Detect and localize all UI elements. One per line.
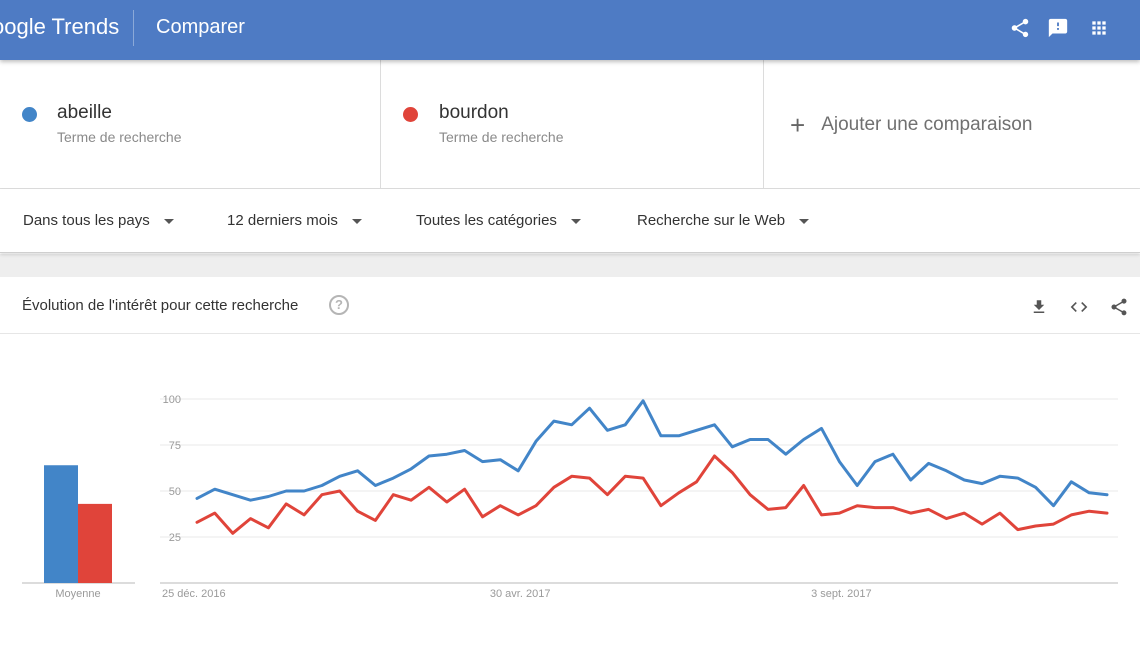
filter-label: Toutes les catégories xyxy=(416,212,557,229)
download-icon[interactable] xyxy=(1028,296,1050,318)
dropdown-arrow-icon xyxy=(570,219,581,224)
term-type: Terme de recherche xyxy=(57,129,182,145)
y-tick-label: 50 xyxy=(169,486,181,498)
help-icon[interactable]: ? xyxy=(329,295,349,315)
filter-time-dropdown[interactable]: 12 derniers mois xyxy=(227,212,362,229)
top-app-bar: oogle Trends Comparer xyxy=(0,0,1140,60)
x-tick-label: 25 déc. 2016 xyxy=(162,588,226,600)
series-color-dot xyxy=(22,107,37,122)
filter-region-dropdown[interactable]: Dans tous les pays xyxy=(23,212,174,229)
plus-icon: + xyxy=(790,110,806,140)
series-line-bourdon xyxy=(195,454,1109,535)
share-icon[interactable] xyxy=(1108,296,1130,318)
x-tick-label: 30 avr. 2017 xyxy=(490,588,551,600)
term-name[interactable]: abeille xyxy=(57,102,112,123)
share-icon[interactable] xyxy=(1007,15,1033,41)
header-divider xyxy=(133,10,134,46)
add-comparison-button[interactable]: + Ajouter une comparaison xyxy=(790,110,1033,140)
apps-grid-icon[interactable] xyxy=(1086,15,1112,41)
filter-search-type-dropdown[interactable]: Recherche sur le Web xyxy=(637,212,810,229)
interest-over-time-card: Évolution de l'intérêt pour cette recher… xyxy=(0,277,1140,654)
term-name[interactable]: bourdon xyxy=(439,102,509,123)
dropdown-arrow-icon xyxy=(799,219,810,224)
card-title: Évolution de l'intérêt pour cette recher… xyxy=(22,297,299,314)
filters-bar: Dans tous les pays 12 derniers mois Tout… xyxy=(0,189,1140,253)
average-label: Moyenne xyxy=(55,588,100,600)
y-tick-label: 25 xyxy=(169,532,181,544)
section-spacer xyxy=(0,254,1140,277)
filter-label: Dans tous les pays xyxy=(23,212,150,229)
dropdown-arrow-icon xyxy=(351,219,362,224)
series-line-abeille xyxy=(195,399,1109,508)
comparison-terms-row: abeille Terme de recherche bourdon Terme… xyxy=(0,60,1140,189)
filter-category-dropdown[interactable]: Toutes les catégories xyxy=(416,212,581,229)
average-bar-abeille xyxy=(44,465,78,583)
series-color-dot xyxy=(403,107,418,122)
logo-text: oogle Trends xyxy=(0,14,120,39)
y-tick-label: 100 xyxy=(163,394,181,406)
add-comparison-label: Ajouter une comparaison xyxy=(821,114,1033,135)
term-card-bourdon[interactable]: bourdon Terme de recherche xyxy=(382,60,764,188)
google-trends-logo[interactable]: oogle Trends xyxy=(0,14,119,40)
average-bar-bourdon xyxy=(78,503,112,583)
page-title: Comparer xyxy=(156,16,245,38)
feedback-icon[interactable] xyxy=(1045,15,1071,41)
card-divider xyxy=(0,333,1140,334)
term-card-abeille[interactable]: abeille Terme de recherche xyxy=(0,60,381,188)
dropdown-arrow-icon xyxy=(163,219,174,224)
y-tick-label: 75 xyxy=(169,440,181,452)
filter-label: 12 derniers mois xyxy=(227,212,338,229)
filter-label: Recherche sur le Web xyxy=(637,212,786,229)
interest-chart[interactable]: 25 50 75 100 25 déc. 2016 30 avr. 2017 3 sept.… xyxy=(0,334,1140,654)
embed-code-icon[interactable] xyxy=(1068,296,1090,318)
x-tick-label: 3 sept. 2017 xyxy=(811,588,872,600)
term-type: Terme de recherche xyxy=(439,129,564,145)
